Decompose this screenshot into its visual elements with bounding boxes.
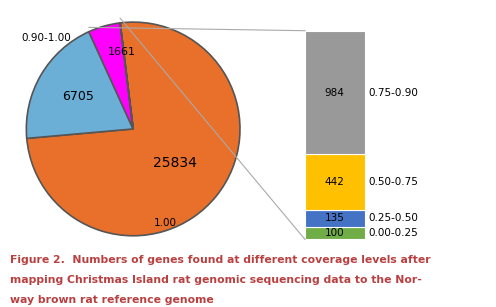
Text: 984: 984 [325,87,345,98]
Wedge shape [27,22,240,236]
Bar [305,227,365,239]
Text: 442: 442 [325,177,345,187]
Text: 100: 100 [325,228,345,238]
Text: 6705: 6705 [62,90,94,103]
Text: mapping Christmas Island rat genomic sequencing data to the Nor-: mapping Christmas Island rat genomic seq… [10,275,422,285]
Text: 0.25-0.50: 0.25-0.50 [368,213,418,223]
Bar [305,210,365,227]
Text: 0.75-0.90: 0.75-0.90 [368,87,418,98]
Wedge shape [120,23,133,129]
Wedge shape [26,32,133,138]
Bar [305,31,365,154]
Bar [305,154,365,210]
Text: 0.50-0.75: 0.50-0.75 [368,177,418,187]
Text: Figure 2.  Numbers of genes found at different coverage levels after: Figure 2. Numbers of genes found at diff… [10,255,431,265]
Text: 0.90-1.00: 0.90-1.00 [21,33,71,43]
Text: 135: 135 [325,213,345,223]
Text: 1.00: 1.00 [154,218,177,228]
Text: 25834: 25834 [153,156,196,169]
Text: 0.00-0.25: 0.00-0.25 [368,228,418,238]
Wedge shape [89,23,133,129]
Text: 1661: 1661 [108,47,136,57]
Text: way brown rat reference genome: way brown rat reference genome [10,295,214,305]
